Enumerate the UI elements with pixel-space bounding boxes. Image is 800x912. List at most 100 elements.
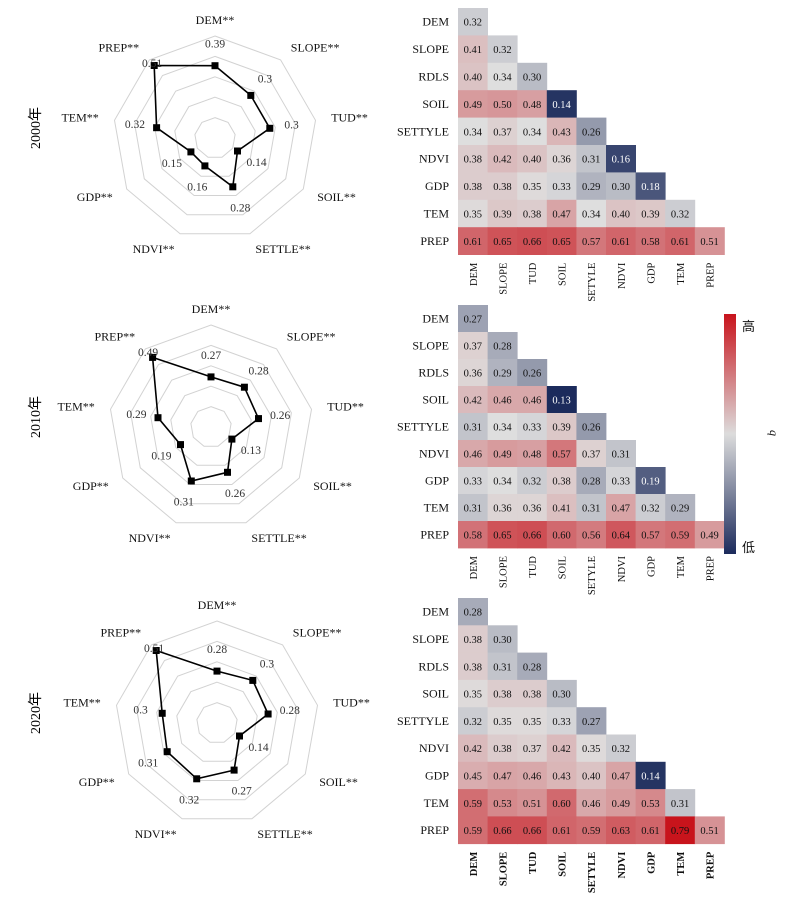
heatmap-cell xyxy=(458,8,488,36)
heatmap-cell xyxy=(487,386,518,414)
heatmap-cell-value: 0.40 xyxy=(582,771,600,782)
radar-axis-label: TEM** xyxy=(63,696,100,710)
heatmap-cell xyxy=(694,816,725,845)
heatmap-cell-value: 0.36 xyxy=(523,504,541,515)
heatmap-cell-value: 0.38 xyxy=(523,210,541,221)
heatmap-col-label: TUD xyxy=(528,262,539,284)
heatmap-cell xyxy=(606,816,636,845)
radar-point xyxy=(249,676,257,684)
heatmap-cell xyxy=(458,521,488,549)
heatmap-cell xyxy=(458,789,488,817)
heatmap-cell xyxy=(487,816,518,845)
radar-axis-label: SLOPE** xyxy=(291,41,340,55)
heatmap-cell-value: 0.26 xyxy=(582,423,600,434)
year-label: 2000年 xyxy=(28,107,44,149)
heatmap-col-label: SETYLE xyxy=(587,263,598,302)
heatmap-row-label: GDP xyxy=(425,179,449,193)
heatmap-cell-value: 0.47 xyxy=(493,771,511,782)
radar-grid-ring xyxy=(130,344,292,505)
radar-grid-ring xyxy=(176,681,258,762)
heatmap-col-label: GDP xyxy=(646,556,657,577)
radar-grid-ring xyxy=(115,620,319,820)
heatmap-cell-value: 0.42 xyxy=(464,744,482,755)
heatmap-col-label: SETYLE xyxy=(587,556,598,595)
heatmap-cell xyxy=(606,227,636,255)
heatmap-col-label: DEM xyxy=(469,262,480,286)
heatmap-cell xyxy=(458,440,488,468)
heatmap-cell xyxy=(546,467,577,495)
heatmap-col-label: GDP xyxy=(646,262,657,283)
radar-grid-ring xyxy=(134,55,296,216)
heatmap-cell-value: 0.61 xyxy=(464,237,482,248)
heatmap-cell-value: 0.35 xyxy=(523,182,541,193)
radar-value-label: 0.14 xyxy=(248,742,268,754)
heatmap-cell xyxy=(487,707,518,735)
radar-axis-label: SOIL** xyxy=(313,479,352,493)
heatmap-cell-value: 0.42 xyxy=(464,396,482,407)
heatmap-cell-value: 0.33 xyxy=(552,182,570,193)
radar-value-label: 0.32 xyxy=(125,119,145,131)
heatmap-col-label: TUD xyxy=(528,851,539,874)
heatmap-cell xyxy=(458,227,488,255)
heatmap-cell xyxy=(576,494,607,522)
heatmap-cell xyxy=(576,117,607,146)
heatmap-cell xyxy=(606,467,636,495)
radar-grid-ring xyxy=(174,96,256,177)
heatmap-cell-value: 0.33 xyxy=(552,717,570,728)
heatmap-cell-value: 0.38 xyxy=(493,744,511,755)
heatmap-cell-value: 0.34 xyxy=(493,73,512,84)
heatmap-row-label: DEM xyxy=(422,312,449,326)
heatmap-cell xyxy=(517,172,548,201)
heatmap-cell xyxy=(487,117,518,146)
heatmap-cell xyxy=(517,386,548,414)
heatmap-row-label: SETTYLE xyxy=(397,420,449,434)
radar-point xyxy=(234,147,241,155)
heatmap-cell-value: 0.66 xyxy=(493,826,511,837)
heatmap-cell xyxy=(546,816,577,845)
heatmap-cell-value: 0.49 xyxy=(700,531,718,542)
heatmap-cell xyxy=(458,734,488,763)
radar-value-label: 0.19 xyxy=(151,451,171,463)
radar-value-label: 0.3 xyxy=(284,120,299,132)
radar-axis-label: GDP** xyxy=(77,190,113,204)
heatmap-col-label: SOIL xyxy=(558,852,569,877)
heatmap-cell xyxy=(458,761,488,790)
heatmap-cell xyxy=(487,145,518,173)
radar-axis-label: NDVI** xyxy=(135,827,177,841)
radar-point xyxy=(266,124,274,132)
heatmap-cell-value: 0.36 xyxy=(493,504,511,515)
heatmap-cell-value: 0.13 xyxy=(552,396,570,407)
heatmap-cell-value: 0.26 xyxy=(582,127,600,138)
heatmap-cell-value: 0.33 xyxy=(612,477,630,488)
heatmap-cell-value: 0.35 xyxy=(523,717,541,728)
radar-value-label: 0.31 xyxy=(174,497,194,509)
heatmap-cell-value: 0.36 xyxy=(552,155,570,166)
heatmap-cell xyxy=(487,227,518,255)
heatmap-cell-value: 0.36 xyxy=(464,369,482,380)
heatmap-cell-value: 0.31 xyxy=(464,504,482,515)
colorbar-high-label: 高 xyxy=(742,319,755,334)
heatmap-cell xyxy=(487,734,518,763)
radar-point xyxy=(193,775,201,783)
heatmap-cell-value: 0.32 xyxy=(464,717,482,728)
heatmap-row-label: SOIL xyxy=(422,97,449,111)
radar-value-label: 0.26 xyxy=(270,410,290,422)
heatmap-cell xyxy=(576,521,607,549)
heatmap-cell-value: 0.47 xyxy=(612,771,630,782)
heatmap-cell-value: 0.61 xyxy=(552,826,570,837)
heatmap-cell xyxy=(517,789,548,817)
heatmap-cell-value: 0.30 xyxy=(612,182,630,193)
heatmap-cell-value: 0.58 xyxy=(464,531,482,542)
heatmap-cell xyxy=(458,35,488,64)
heatmap-cell-value: 0.47 xyxy=(552,210,570,221)
heatmap-cell-value: 0.29 xyxy=(493,369,511,380)
heatmap-cell-value: 0.38 xyxy=(493,690,511,701)
heatmap-cell xyxy=(606,145,636,173)
radar-grid-ring xyxy=(136,640,298,801)
heatmap-cell-value: 0.38 xyxy=(493,182,511,193)
heatmap-cell xyxy=(458,679,488,708)
heatmap-cell-value: 0.41 xyxy=(552,504,570,515)
heatmap-cell xyxy=(487,359,518,387)
heatmap-cell-value: 0.28 xyxy=(523,662,541,673)
